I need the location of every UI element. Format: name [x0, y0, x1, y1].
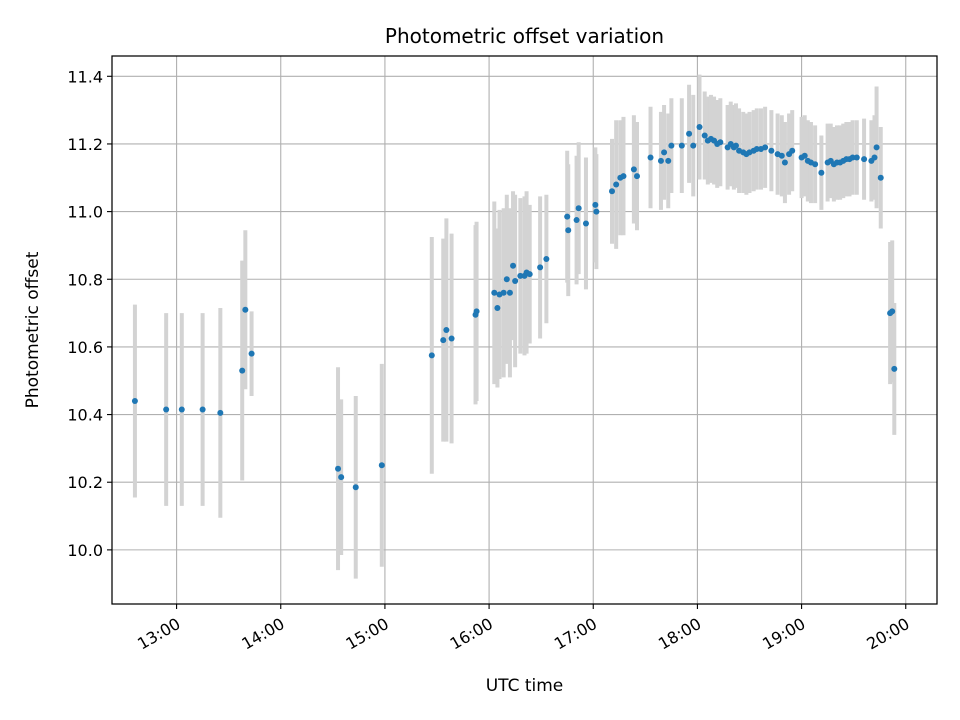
data-point [871, 154, 878, 161]
data-point [575, 205, 582, 212]
data-point [701, 132, 708, 139]
data-point [781, 159, 788, 166]
data-point [801, 152, 808, 159]
data-point [753, 146, 760, 153]
data-point [873, 144, 880, 151]
y-tick-label: 10.4 [67, 406, 103, 425]
data-point [428, 352, 435, 359]
data-point [517, 272, 524, 279]
y-axis-title: Photometric offset [23, 251, 43, 408]
plot-area-frame [111, 55, 938, 605]
y-tick-label: 10.0 [67, 541, 103, 560]
data-point [668, 142, 675, 149]
data-point [717, 139, 724, 146]
data-point [877, 174, 884, 181]
data-point [506, 289, 513, 296]
data-point [564, 213, 571, 220]
data-point [696, 124, 703, 131]
y-tick-label: 11.2 [67, 135, 103, 154]
data-point [491, 289, 498, 296]
data-point [778, 152, 785, 159]
y-tick-label: 10.6 [67, 338, 103, 357]
data-point [248, 350, 255, 357]
data-point [352, 484, 359, 491]
data-point [889, 308, 896, 315]
data-point [661, 149, 668, 156]
data-point [609, 188, 615, 195]
data-point [657, 157, 664, 164]
data-point [592, 201, 599, 208]
data-point [510, 262, 517, 269]
data-point [647, 154, 654, 161]
chart-title: Photometric offset variation [385, 24, 664, 48]
data-point [678, 142, 685, 149]
data-point [686, 130, 693, 137]
data-point [630, 166, 637, 173]
data-point [582, 220, 589, 227]
data-point [593, 208, 600, 215]
data-point [500, 289, 507, 296]
y-tick-label: 10.2 [67, 473, 103, 492]
data-point [242, 306, 249, 313]
data-point [853, 154, 860, 161]
data-point [199, 406, 206, 413]
data-point [494, 305, 501, 312]
data-point [335, 465, 342, 472]
data-point [620, 173, 627, 180]
data-point [217, 409, 224, 416]
data-points [131, 124, 898, 491]
data-point [503, 276, 510, 283]
data-point [131, 398, 138, 405]
data-point [573, 217, 580, 224]
data-point [768, 147, 775, 154]
data-point [512, 277, 519, 284]
data-point [163, 406, 170, 413]
y-tick-label: 10.8 [67, 270, 103, 289]
data-point [178, 406, 185, 413]
data-point [732, 142, 739, 149]
y-tick-label: 11.0 [67, 203, 103, 222]
data-point [762, 144, 769, 151]
data-point [690, 142, 697, 149]
data-point [613, 181, 620, 188]
data-point [448, 335, 455, 342]
data-point [239, 367, 246, 374]
data-point [443, 327, 450, 333]
y-axis-ticks: 10.0 10.2 10.4 10.6 10.8 11.0 11.2 11.4 [67, 67, 112, 560]
data-point [565, 227, 572, 234]
data-point [537, 264, 544, 271]
data-point [378, 462, 385, 469]
data-point [440, 337, 447, 344]
data-point [526, 271, 533, 278]
data-point [789, 147, 796, 154]
data-point [818, 169, 825, 176]
data-point [473, 308, 480, 315]
data-point [338, 474, 345, 481]
y-tick-label: 11.4 [67, 67, 103, 86]
x-axis-title: UTC time [486, 676, 564, 696]
data-point [861, 156, 868, 163]
data-point [665, 157, 672, 164]
data-point [543, 255, 550, 262]
data-point [812, 161, 819, 168]
data-point [849, 154, 856, 161]
data-point [634, 173, 640, 180]
data-point [891, 365, 898, 372]
